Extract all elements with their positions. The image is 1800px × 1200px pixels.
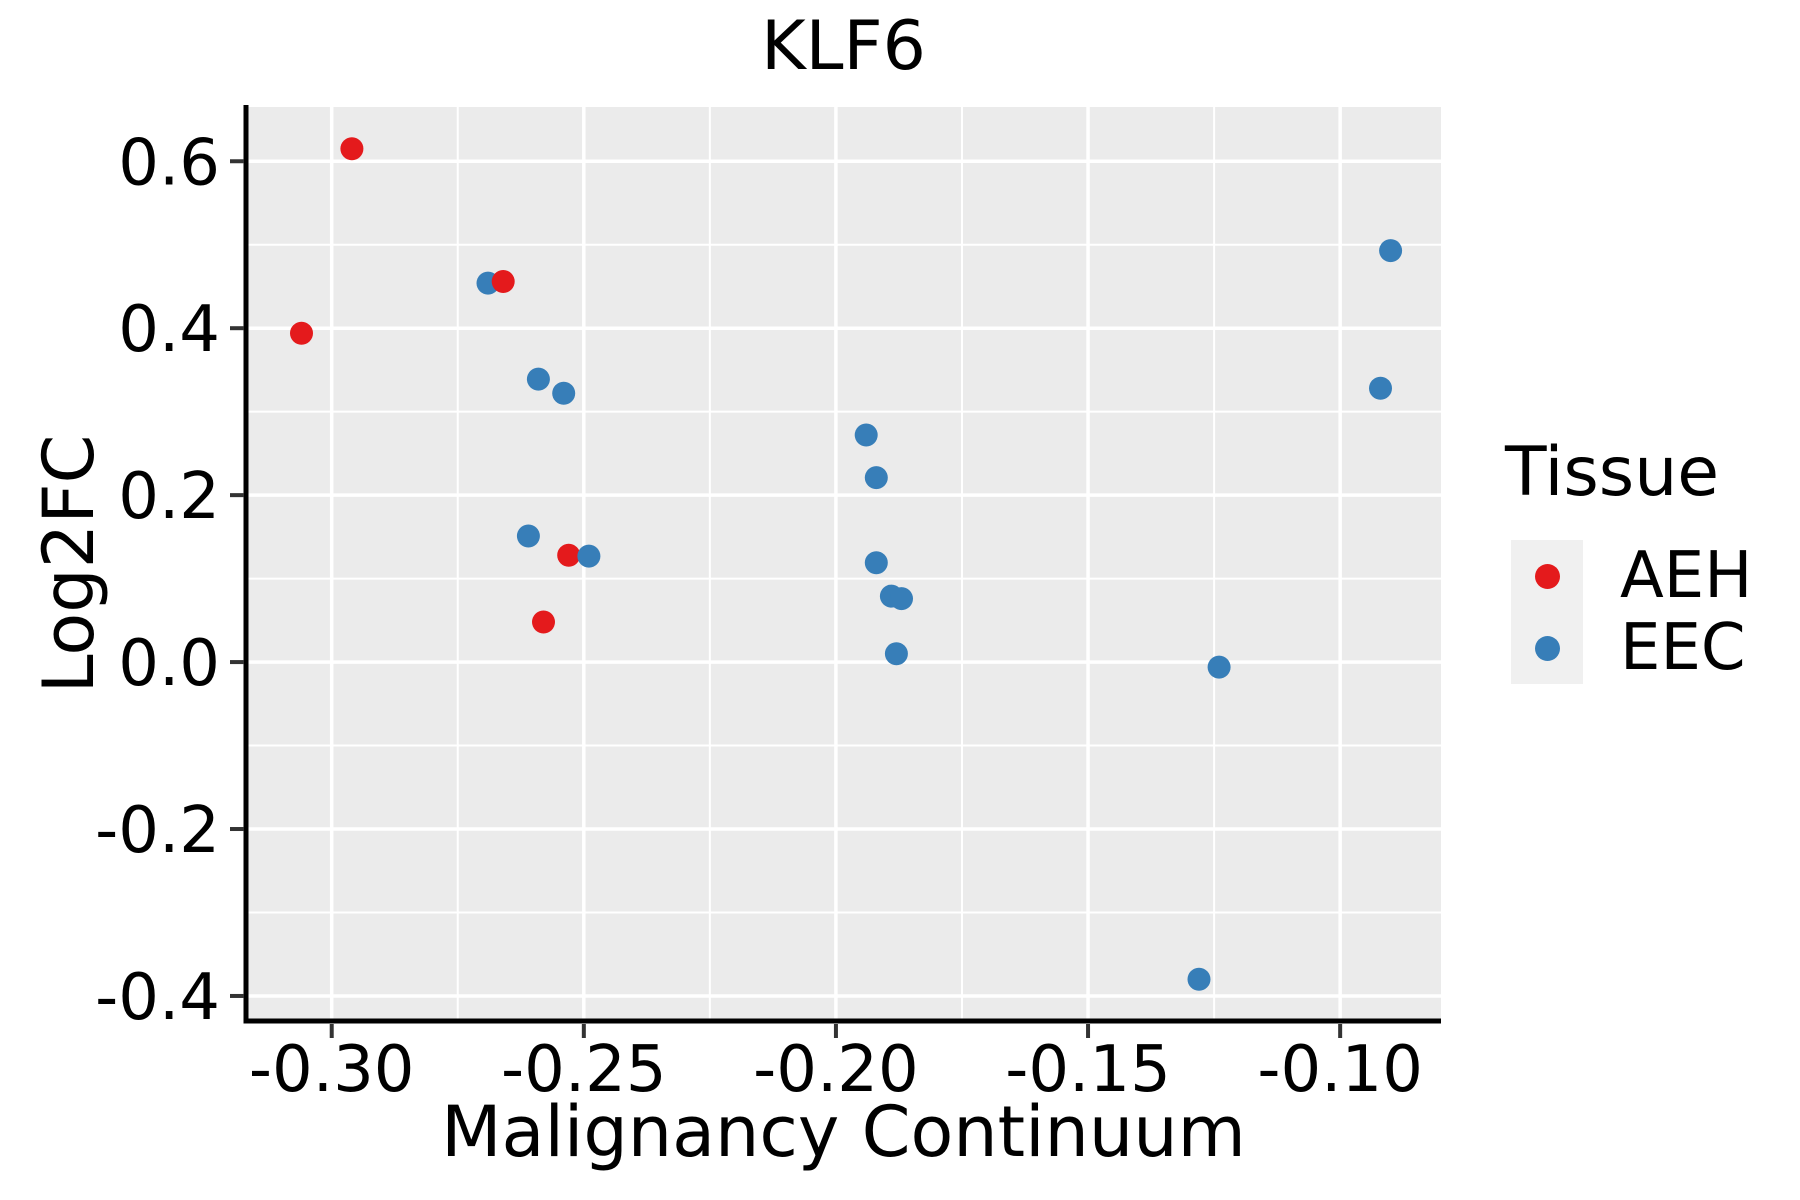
legend-label-eec: EEC xyxy=(1620,611,1746,685)
data-point-eec xyxy=(864,551,888,575)
y-tick-label: 0.2 xyxy=(118,460,220,534)
x-axis-title: Malignancy Continuum xyxy=(441,1091,1246,1173)
data-point-aeh xyxy=(557,543,581,567)
x-tick-label: -0.25 xyxy=(501,1033,667,1107)
data-point-eec xyxy=(864,466,888,490)
legend-key-box xyxy=(1511,612,1583,684)
x-tick-label: -0.10 xyxy=(1257,1033,1423,1107)
data-point-eec xyxy=(516,524,540,548)
data-point-eec xyxy=(1187,967,1211,991)
data-point-eec xyxy=(854,423,878,447)
y-tick-label: 0.6 xyxy=(118,126,220,200)
legend-title: Tissue xyxy=(1505,433,1720,512)
data-point-eec xyxy=(890,587,913,611)
data-point-eec xyxy=(552,381,576,405)
data-point-aeh xyxy=(532,610,555,634)
data-point-eec xyxy=(1207,655,1231,679)
data-point-eec xyxy=(526,367,550,391)
legend-entry-aeh: AEH xyxy=(1511,540,1752,612)
plot-panel xyxy=(246,107,1441,1021)
data-point-eec xyxy=(577,544,601,568)
data-point-aeh xyxy=(290,321,313,345)
chart-title: KLF6 xyxy=(761,7,926,86)
legend-entry-eec: EEC xyxy=(1511,612,1746,684)
data-point-aeh xyxy=(340,137,364,161)
y-tick-label: -0.2 xyxy=(95,794,220,868)
data-point-eec xyxy=(884,642,908,666)
y-tick-label: 0.0 xyxy=(118,627,220,701)
data-point-aeh xyxy=(491,270,515,293)
legend-dot-eec-icon xyxy=(1534,635,1560,661)
y-tick-label: -0.4 xyxy=(95,961,220,1035)
data-point-eec xyxy=(1379,239,1403,263)
legend-label-aeh: AEH xyxy=(1620,539,1753,613)
x-tick-label: -0.15 xyxy=(1005,1033,1171,1107)
data-point-eec xyxy=(1369,376,1392,400)
y-tick-label: 0.4 xyxy=(118,293,220,367)
x-tick-label: -0.30 xyxy=(249,1033,415,1107)
legend-key-box xyxy=(1511,540,1583,612)
x-tick-label: -0.20 xyxy=(753,1033,919,1107)
legend-dot-aeh-icon xyxy=(1534,563,1560,589)
y-axis-title: Log2FC xyxy=(28,434,110,694)
